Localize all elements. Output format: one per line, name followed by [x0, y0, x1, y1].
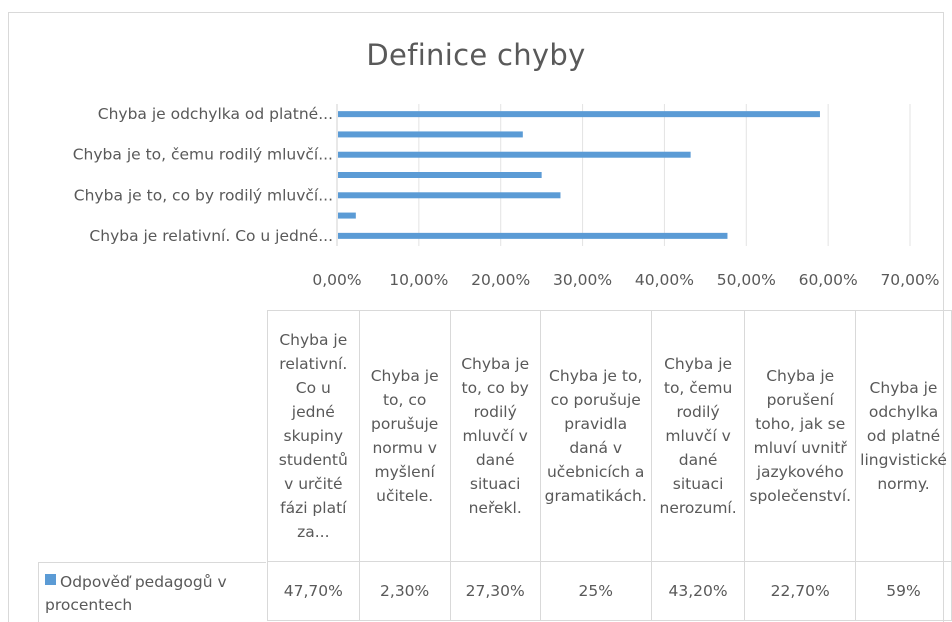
- x-tick-label: 20,00%: [471, 271, 530, 289]
- table-header-cell: Chyba je relativní. Co u jedné skupiny s…: [267, 310, 360, 562]
- x-tick-label: 0,00%: [312, 271, 361, 289]
- table-header-cell: Chyba je to, co porušuje pravidla daná v…: [539, 310, 652, 562]
- x-tick-label: 30,00%: [553, 271, 612, 289]
- bar-plot: 0,00% 10,00% 20,00% 30,00% 40,00% 50,00% 60,00…: [73, 104, 940, 289]
- category-label: Chyba je to, čemu rodilý mluvčí...: [73, 146, 333, 164]
- x-tick-label: 60,00%: [799, 271, 858, 289]
- table-value-cell: 22,70%: [744, 561, 857, 621]
- x-tick-label: 50,00%: [717, 271, 776, 289]
- bar: [338, 151, 691, 158]
- series-swatch: [45, 574, 56, 585]
- bar: [338, 192, 561, 199]
- chart-title: Definice chyby: [366, 38, 586, 72]
- series-name: Odpověď pedagogů v procentech: [45, 573, 227, 614]
- table-value-cell: 2,30%: [358, 561, 451, 621]
- bar: [338, 172, 542, 178]
- data-table-value-row: 47,70% 2,30% 27,30% 25% 43,20% 22,70% 59…: [267, 561, 952, 621]
- category-label: Chyba je to, co by rodilý mluvčí...: [74, 186, 333, 204]
- data-table-header-row: Chyba je relativní. Co u jedné skupiny s…: [267, 310, 952, 562]
- table-value-cell: 25%: [539, 561, 652, 621]
- table-value-cell: 27,30%: [449, 561, 541, 621]
- bar: [338, 111, 820, 118]
- table-value-cell: 47,70%: [267, 561, 360, 621]
- x-tick-label: 40,00%: [635, 271, 694, 289]
- category-label: Chyba je relativní. Co u jedné...: [89, 227, 333, 245]
- table-value-cell: 43,20%: [650, 561, 746, 621]
- table-header-cell: Chyba je odchylka od platné lingvistické…: [855, 310, 952, 562]
- table-value-cell: 59%: [855, 561, 952, 621]
- category-label: Chyba je odchylka od platné...: [98, 105, 333, 123]
- table-header-cell: Chyba je to, co porušuje normu v myšlení…: [358, 310, 451, 562]
- bar: [338, 131, 523, 138]
- series-legend-key: Odpověď pedagogů v procentech: [38, 562, 266, 622]
- x-tick-label: 70,00%: [880, 271, 939, 289]
- table-header-cell: Chyba je porušení toho, jak se mluví uvn…: [744, 310, 857, 562]
- data-table: Chyba je relativní. Co u jedné skupiny s…: [267, 310, 952, 621]
- table-header-cell: Chyba je to, co by rodilý mluvčí v dané …: [449, 310, 541, 562]
- bar: [338, 232, 728, 239]
- table-header-cell: Chyba je to, čemu rodilý mluvčí v dané s…: [650, 310, 746, 562]
- bar: [338, 212, 356, 219]
- x-tick-label: 10,00%: [389, 271, 448, 289]
